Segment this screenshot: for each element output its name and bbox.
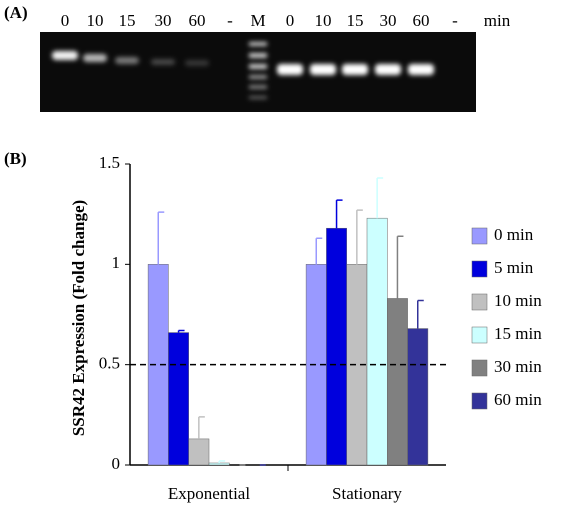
x-tick-label: Exponential: [168, 484, 250, 503]
bar: [387, 298, 408, 466]
lane-label: 0: [61, 11, 70, 30]
y-axis-label: SSR42 Expression (Fold change): [69, 200, 88, 436]
y-tick-label: 1: [112, 253, 121, 272]
bar: [208, 462, 230, 466]
lane-label: 15: [119, 11, 136, 30]
error-bar: [218, 460, 226, 463]
error-bar: [177, 329, 185, 333]
legend-label: 5 min: [494, 258, 534, 277]
y-tick-label: 0.5: [99, 354, 120, 373]
lane-label: 0: [286, 11, 295, 30]
legend-swatch: [471, 227, 488, 245]
legend-label: 0 min: [494, 225, 534, 244]
panel-label: (A): [4, 3, 28, 22]
error-bar: [396, 235, 404, 299]
lane-label: 30: [155, 11, 172, 30]
lane-label: 15: [347, 11, 364, 30]
legend-swatch: [471, 293, 488, 311]
bar: [326, 227, 347, 466]
legend-swatch: [471, 326, 488, 344]
lane-label: M: [250, 11, 265, 30]
error-bar: [356, 209, 363, 265]
lane-label: 10: [315, 11, 332, 30]
lane-label: 10: [87, 11, 104, 30]
lane-label: 60: [413, 11, 430, 30]
lane-label: 30: [380, 11, 397, 30]
legend-label: 30 min: [494, 357, 542, 376]
error-bar: [417, 299, 424, 329]
error-bar: [198, 416, 205, 439]
y-tick-label: 0: [112, 454, 121, 473]
error-bar: [315, 237, 323, 265]
lane-label: -: [227, 11, 233, 30]
legend-label: 15 min: [494, 324, 542, 343]
panel-label: (B): [4, 149, 27, 168]
lane-label: 60: [189, 11, 206, 30]
gel-bands: [52, 42, 434, 99]
bar: [366, 217, 388, 466]
error-bar: [376, 177, 384, 219]
bar: [407, 328, 429, 466]
legend-label: 60 min: [494, 390, 542, 409]
legend-swatch: [471, 260, 488, 278]
error-bar: [157, 211, 165, 265]
lane-label: min: [484, 11, 511, 30]
lane-label: -: [452, 11, 458, 30]
bar: [168, 332, 189, 466]
legend-swatch: [471, 359, 488, 377]
y-tick-label: 1.5: [99, 153, 120, 172]
legend-label: 10 min: [494, 291, 542, 310]
error-bar: [335, 199, 343, 229]
legend-swatch: [471, 392, 488, 410]
bar: [188, 438, 210, 466]
x-tick-label: Stationary: [332, 484, 402, 503]
